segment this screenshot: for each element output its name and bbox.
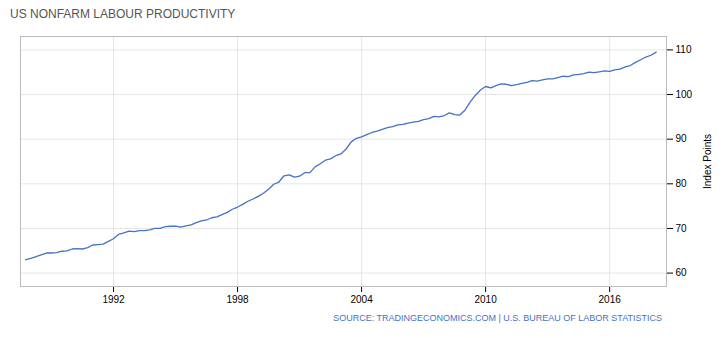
svg-text:2004: 2004 bbox=[350, 294, 373, 305]
svg-text:1992: 1992 bbox=[102, 294, 125, 305]
svg-text:110: 110 bbox=[676, 44, 692, 55]
html-text:US NONFARM LABOUR PRODUCTIVITY: US NONFARM LABOUR PRODUCTIVITY bbox=[10, 7, 236, 21]
svg-text:2010: 2010 bbox=[474, 294, 497, 305]
svg-text:90: 90 bbox=[676, 133, 688, 144]
svg-text:60: 60 bbox=[676, 267, 688, 278]
svg-text:Index Points: Index Points bbox=[702, 134, 713, 189]
html-text:SOURCE: TRADINGECONOMICS.COM |: SOURCE: TRADINGECONOMICS.COM | U.S. BURE… bbox=[333, 313, 662, 323]
svg-text:2016: 2016 bbox=[599, 294, 622, 305]
svg-text:100: 100 bbox=[676, 89, 693, 100]
svg-text:1998: 1998 bbox=[226, 294, 249, 305]
svg-text:70: 70 bbox=[676, 223, 688, 234]
svg-text:80: 80 bbox=[676, 178, 688, 189]
